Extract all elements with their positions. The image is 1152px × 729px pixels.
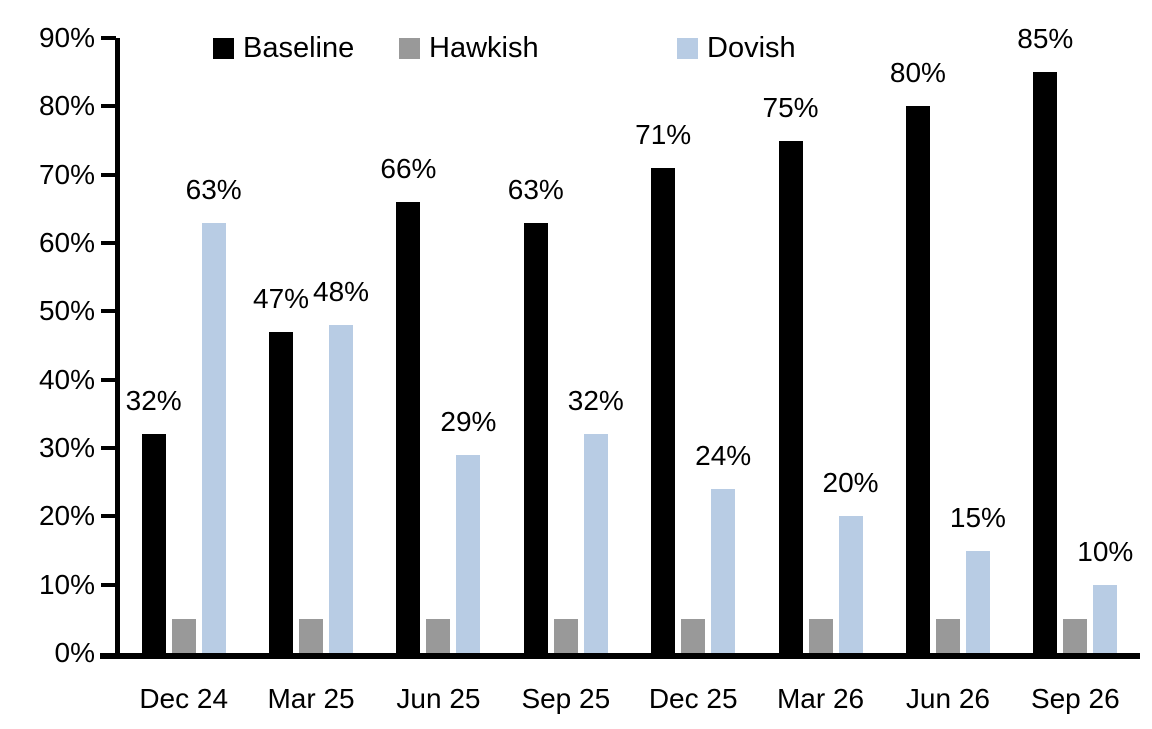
bar-dovish-mar-25 xyxy=(329,325,354,653)
bar-baseline-sep-26 xyxy=(1033,72,1058,653)
x-axis-label-mar-25: Mar 25 xyxy=(267,683,355,714)
bar-hawkish-mar-25 xyxy=(299,618,324,653)
x-axis-label-jun-25: Jun 25 xyxy=(396,683,481,714)
data-label-baseline-mar-25: 47% xyxy=(253,282,310,314)
bar-hawkish-dec-24 xyxy=(171,618,196,653)
y-axis-tick-60- xyxy=(101,241,116,245)
y-axis-label-90-: 90% xyxy=(38,22,95,53)
x-axis-label-jun-26: Jun 26 xyxy=(905,683,990,714)
bar-hawkish-sep-26 xyxy=(1063,618,1088,653)
bar-baseline-dec-24 xyxy=(141,434,166,653)
data-label-dovish-dec-24: 63% xyxy=(185,173,242,205)
bar-hawkish-dec-25 xyxy=(681,618,706,653)
dovish-swatch-icon xyxy=(677,37,698,59)
bar-hawkish-jun-25 xyxy=(426,618,451,653)
y-axis-label-10-: 10% xyxy=(38,568,95,600)
data-label-dovish-mar-25: 48% xyxy=(313,276,370,307)
y-axis-line xyxy=(115,38,120,658)
legend-label-hawkish: Hawkish xyxy=(429,32,539,64)
x-axis-label-sep-26: Sep 26 xyxy=(1030,683,1120,714)
bar-dovish-jun-26 xyxy=(965,550,990,653)
data-label-dovish-sep-25: 32% xyxy=(567,385,624,417)
bar-hawkish-mar-26 xyxy=(808,618,833,653)
data-label-baseline-jun-25: 66% xyxy=(380,153,437,184)
data-label-baseline-sep-26: 85% xyxy=(1017,23,1074,55)
y-axis-tick-40- xyxy=(101,377,116,382)
data-label-baseline-dec-25: 71% xyxy=(635,118,692,150)
bar-baseline-jun-25 xyxy=(396,202,421,653)
y-axis-label-70-: 70% xyxy=(38,158,95,190)
legend-item-dovish: Dovish xyxy=(677,33,796,63)
y-axis-label-50-: 50% xyxy=(38,295,95,327)
y-axis-tick-30- xyxy=(101,446,116,450)
y-axis-label-20-: 20% xyxy=(38,500,95,532)
legend-label-dovish: Dovish xyxy=(707,32,796,64)
data-label-dovish-jun-26: 15% xyxy=(949,501,1006,533)
y-axis-tick-90- xyxy=(101,36,116,40)
baseline-swatch-icon xyxy=(213,37,234,59)
data-label-dovish-sep-26: 10% xyxy=(1077,535,1134,567)
bar-dovish-dec-25 xyxy=(711,489,736,653)
y-axis-label-60-: 60% xyxy=(38,227,95,258)
y-axis-tick-80- xyxy=(101,104,116,109)
bar-hawkish-sep-25 xyxy=(553,618,578,653)
x-axis-label-dec-24: Dec 24 xyxy=(139,683,229,714)
bar-baseline-sep-25 xyxy=(523,222,548,653)
data-label-baseline-mar-26: 75% xyxy=(762,91,819,123)
hawkish-swatch-icon xyxy=(399,37,420,59)
bar-dovish-sep-25 xyxy=(583,434,608,653)
bar-baseline-mar-25 xyxy=(269,331,294,653)
data-label-baseline-jun-26: 80% xyxy=(889,57,946,89)
data-label-baseline-dec-24: 32% xyxy=(125,385,182,417)
y-axis-tick-10- xyxy=(101,582,116,587)
bar-baseline-dec-25 xyxy=(651,167,676,653)
x-axis-line xyxy=(100,653,1140,659)
data-label-dovish-dec-25: 24% xyxy=(695,440,752,471)
x-axis-label-dec-25: Dec 25 xyxy=(648,683,738,714)
legend-item-baseline: Baseline xyxy=(213,33,354,63)
x-axis-label-sep-25: Sep 25 xyxy=(521,683,611,714)
y-axis-tick-70- xyxy=(101,172,116,177)
bar-hawkish-jun-26 xyxy=(935,618,960,653)
bar-dovish-sep-26 xyxy=(1093,584,1118,653)
y-axis-label-80-: 80% xyxy=(38,90,95,122)
y-axis-label-40-: 40% xyxy=(38,363,95,395)
y-axis-tick-0- xyxy=(101,653,116,657)
data-label-dovish-jun-25: 29% xyxy=(440,405,497,437)
y-axis-tick-20- xyxy=(101,514,116,519)
legend-label-baseline: Baseline xyxy=(243,32,355,64)
data-label-dovish-mar-26: 20% xyxy=(822,467,879,499)
legend-item-hawkish: Hawkish xyxy=(399,33,539,63)
y-axis-label-0-: 0% xyxy=(54,637,95,668)
bar-baseline-mar-26 xyxy=(778,140,803,653)
bar-dovish-dec-24 xyxy=(201,222,226,653)
x-axis-label-mar-26: Mar 26 xyxy=(776,683,865,714)
y-axis-tick-50- xyxy=(101,309,116,314)
bar-dovish-jun-25 xyxy=(456,454,481,653)
bar-baseline-jun-26 xyxy=(905,106,930,653)
bar-dovish-mar-26 xyxy=(838,516,863,653)
data-label-baseline-sep-25: 63% xyxy=(507,173,564,205)
y-axis-label-30-: 30% xyxy=(38,432,95,463)
